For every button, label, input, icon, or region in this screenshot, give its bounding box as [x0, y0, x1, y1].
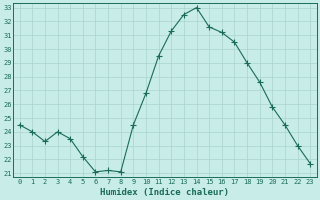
X-axis label: Humidex (Indice chaleur): Humidex (Indice chaleur) [100, 188, 229, 197]
